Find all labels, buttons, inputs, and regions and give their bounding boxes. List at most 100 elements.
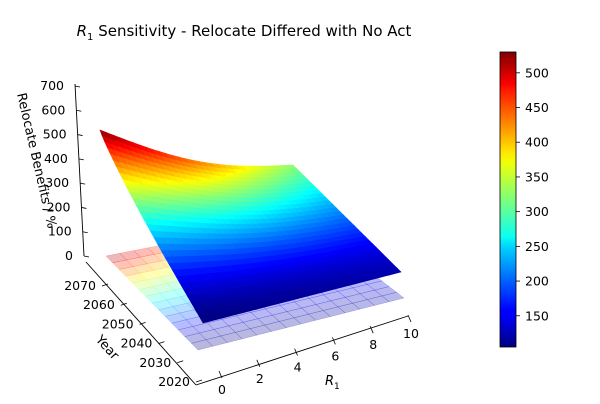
z-tick-label: 500: [43, 127, 67, 142]
surface: [99, 129, 402, 324]
contour-cell: [323, 291, 346, 302]
contour-cell: [322, 306, 346, 317]
contour-cell: [301, 304, 324, 315]
contour-cell: [279, 301, 303, 312]
x-tick-label: 8: [369, 337, 377, 352]
x-tick-mark: [256, 359, 261, 367]
colorbar-tick-label: 450: [525, 100, 549, 115]
contour-cell: [213, 325, 236, 337]
x-tick-label: 10: [403, 326, 419, 341]
contour-cell: [344, 293, 368, 304]
contour-cell: [198, 329, 222, 340]
contour-cell: [366, 280, 390, 291]
z-tick-mark: [83, 255, 90, 258]
contour-cell: [337, 302, 361, 314]
contour-cell: [234, 328, 258, 340]
contour-cell: [315, 300, 339, 311]
colorbar-tick-label: 150: [525, 308, 549, 323]
z-tick-mark: [77, 134, 83, 136]
surface-cell: [390, 268, 402, 275]
z-tick-label: 400: [44, 151, 68, 166]
contour-cell: [146, 260, 169, 271]
contour-cell: [359, 289, 383, 300]
contour-cell: [138, 286, 161, 297]
z-tick-mark: [78, 158, 84, 161]
y-tick-label: 2050: [102, 316, 134, 331]
contour-cell: [125, 256, 148, 267]
contour-cell: [132, 263, 155, 274]
contour-cell: [249, 324, 273, 336]
contour-cell: [286, 307, 310, 319]
z-tick-mark: [76, 109, 82, 112]
y-tick-label: 2040: [121, 336, 153, 351]
contour-cell: [205, 335, 228, 347]
axis-ticks: 0100200300400500600700202020302040205020…: [40, 78, 419, 397]
y-tick-mark: [101, 283, 109, 287]
contour-cell: [373, 286, 398, 297]
y-axis-label: Year: [91, 332, 122, 364]
colorbar-ticks: 150 200 250 300 350 400 450 500: [516, 65, 549, 323]
z-tick-label: 200: [47, 199, 71, 214]
y-tick-label: 2020: [158, 374, 190, 389]
x-tick-label: 4: [294, 360, 302, 375]
z-tick-mark: [74, 85, 81, 88]
contour-cell: [139, 270, 161, 281]
contour-cell: [177, 326, 200, 337]
y-tick-mark: [158, 341, 165, 344]
contour-cell: [293, 313, 317, 325]
z-tick-mark: [80, 182, 86, 185]
z-tick-label: 0: [65, 248, 73, 263]
contour-cell: [125, 272, 147, 284]
y-axis-line: [85, 261, 197, 386]
colorbar-tick-label: 200: [525, 274, 549, 289]
contour-cell: [242, 318, 266, 329]
contour-cell: [133, 247, 155, 258]
z-tick-label: 700: [40, 78, 64, 93]
contour-cell: [381, 292, 405, 302]
contour-cell: [352, 284, 376, 294]
colorbar-tick-label: 500: [525, 65, 549, 80]
contour-cell: [105, 253, 127, 263]
contour-cell: [192, 322, 215, 334]
z-tick-mark: [82, 231, 88, 234]
x-tick-mark: [294, 348, 298, 356]
z-tick-label: 600: [41, 102, 65, 117]
contour-cell: [278, 317, 302, 328]
contour-cell: [171, 319, 194, 331]
contour-cell: [221, 315, 244, 327]
contour-cell: [179, 309, 202, 320]
y-tick-mark: [177, 360, 184, 364]
contour-cell: [118, 266, 141, 277]
contour-cell: [119, 250, 141, 261]
contour-cell: [330, 297, 354, 308]
x-axis-label: R1: [325, 374, 340, 392]
contour-cell: [337, 287, 361, 298]
x-tick-mark: [407, 314, 412, 323]
contour-cell: [257, 314, 280, 326]
contour-cell: [144, 292, 167, 304]
contour-cell: [264, 305, 288, 316]
contour-cell: [206, 319, 230, 330]
z-tick-label: 300: [45, 175, 69, 190]
contour-cell: [159, 289, 182, 301]
x-tick-mark: [332, 337, 336, 345]
contour-cell: [165, 296, 188, 307]
y-tick-mark: [120, 302, 127, 306]
z-tick-label: 100: [48, 224, 72, 239]
contour-cell: [131, 279, 154, 290]
colorbar-tick-label: 250: [525, 239, 549, 254]
contour-cell: [112, 259, 134, 270]
contour-cell: [164, 312, 187, 324]
contour-cell: [220, 332, 243, 343]
z-tick-mark: [81, 207, 87, 209]
x-tick-label: 2: [256, 371, 264, 386]
y-tick-label: 2070: [64, 278, 96, 293]
x-tick-mark: [218, 370, 223, 379]
contour-cell: [352, 299, 376, 310]
contour-cell: [172, 302, 195, 314]
contour-cell: [250, 308, 273, 319]
colorbar-tick-label: 400: [525, 135, 549, 150]
colorbar-tick-label: 350: [525, 169, 549, 184]
